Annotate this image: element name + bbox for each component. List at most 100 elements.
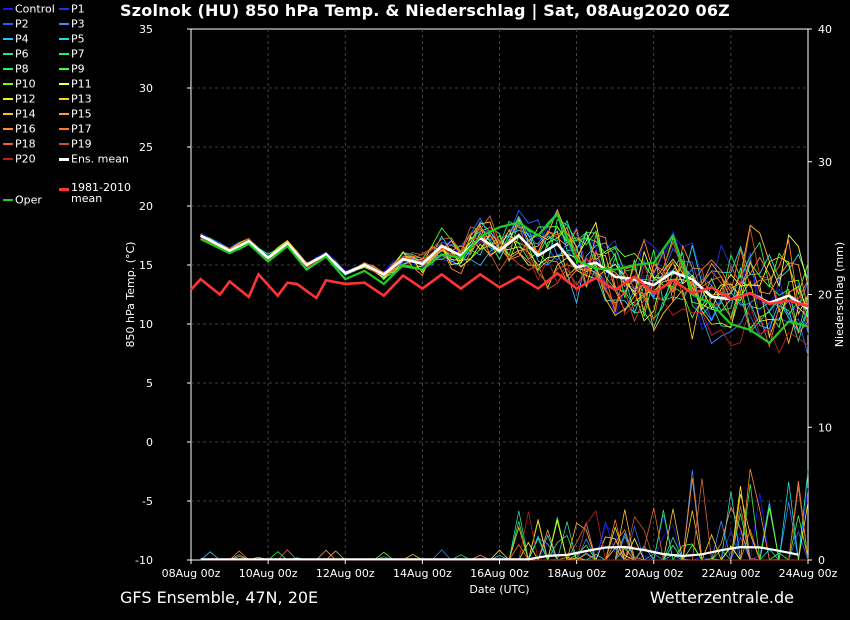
y-tick-label: 15 [139, 259, 153, 272]
x-tick-label: 12Aug 00z [316, 567, 375, 580]
legend-swatch [59, 83, 69, 85]
legend-label: Oper [15, 193, 42, 207]
legend-swatch [3, 83, 13, 85]
legend-label: P5 [71, 32, 85, 46]
legend-swatch [59, 53, 69, 55]
legend-label: P12 [15, 92, 36, 106]
legend-item: P19 [59, 137, 92, 151]
legend-swatch [3, 53, 13, 55]
legend-swatch [59, 68, 69, 70]
legend-swatch [3, 98, 13, 100]
legend-label: P17 [71, 122, 92, 136]
legend-item: P8 [3, 62, 29, 76]
legend-item: P5 [59, 32, 85, 46]
legend-swatch [3, 143, 13, 145]
legend-label: P11 [71, 77, 92, 91]
legend-label: P9 [71, 62, 85, 76]
series-line [190, 271, 809, 308]
y-axis-label: 850 hPa Temp. (°C) [124, 242, 137, 348]
legend-item: P10 [3, 77, 36, 91]
legend-label: P16 [15, 122, 36, 136]
legend-swatch [59, 23, 69, 25]
legend-label: P7 [71, 47, 85, 61]
legend-swatch [59, 8, 69, 10]
legend-item: Oper [3, 193, 42, 207]
y2-tick-label: 10 [818, 421, 832, 434]
legend-label: P10 [15, 77, 36, 91]
legend-swatch [59, 157, 69, 161]
model-label: GFS Ensemble, 47N, 20E [120, 588, 319, 607]
legend-swatch [3, 113, 13, 115]
x-tick-label: 22Aug 00z [702, 567, 761, 580]
y2-tick-label: 20 [818, 289, 832, 302]
legend-item: P3 [59, 17, 85, 31]
legend-label: P15 [71, 107, 92, 121]
legend-label: P6 [15, 47, 29, 61]
y2-tick-label: 30 [818, 156, 832, 169]
y-tick-label: -10 [135, 554, 153, 567]
legend-label: P3 [71, 17, 85, 31]
x-tick-label: 24Aug 00z [779, 567, 838, 580]
legend-item: P16 [3, 122, 36, 136]
legend-swatch [59, 113, 69, 115]
legend-label: P8 [15, 62, 29, 76]
x-tick-label: 18Aug 00z [547, 567, 606, 580]
legend-label: P1 [71, 2, 85, 16]
legend-label: P13 [71, 92, 92, 106]
axis-ticks: 35 30 25 20 15 10 5 0 -5 -10 40 30 20 10 0 08Aug 00z 10A… [135, 23, 838, 580]
y-tick-label: 0 [146, 436, 153, 449]
y-axis-label-right: Niederschlag (mm) [833, 242, 846, 347]
x-tick-label: 20Aug 00z [624, 567, 683, 580]
x-axis-label: Date (UTC) [469, 583, 529, 596]
legend-item: Ens. mean [59, 152, 129, 166]
x-tick-label: 14Aug 00z [393, 567, 452, 580]
x-tick-label: 10Aug 00z [239, 567, 298, 580]
legend-item: P18 [3, 137, 36, 151]
legend-label: P2 [15, 17, 29, 31]
legend-item: P9 [59, 62, 85, 76]
series-line [200, 212, 809, 345]
legend-swatch [3, 128, 13, 130]
legend-item: P11 [59, 77, 92, 91]
legend-item: P2 [3, 17, 29, 31]
y-tick-label: -5 [142, 495, 153, 508]
series-lines [190, 212, 809, 561]
legend-label: P18 [15, 137, 36, 151]
y-tick-label: 10 [139, 318, 153, 331]
y-tick-label: 5 [146, 377, 153, 390]
legend-label: P14 [15, 107, 36, 121]
y2-tick-label: 0 [818, 554, 825, 567]
legend-item: P15 [59, 107, 92, 121]
legend-swatch [3, 8, 13, 10]
legend-item: P13 [59, 92, 92, 106]
y-tick-label: 25 [139, 141, 153, 154]
legend-item: P7 [59, 47, 85, 61]
legend-item: P14 [3, 107, 36, 121]
legend-swatch [59, 98, 69, 100]
legend-swatch [59, 38, 69, 40]
mean-precip-line [200, 545, 799, 561]
legend-swatch [3, 23, 13, 25]
legend-swatch [3, 158, 13, 160]
legend-item: P6 [3, 47, 29, 61]
legend-item: P1 [59, 2, 85, 16]
legend-label: 1981-2010 mean [71, 181, 131, 205]
legend-item: P12 [3, 92, 36, 106]
legend-item: P20 [3, 152, 36, 166]
y2-tick-label: 40 [818, 23, 832, 36]
x-tick-label: 16Aug 00z [470, 567, 529, 580]
legend-swatch [3, 68, 13, 70]
legend-swatch [59, 187, 69, 191]
y-tick-label: 20 [139, 200, 153, 213]
legend-label: P4 [15, 32, 29, 46]
chart-title: Szolnok (HU) 850 hPa Temp. & Niederschla… [120, 1, 730, 20]
legend-swatch [3, 38, 13, 40]
legend-swatch [3, 199, 13, 201]
legend: Control P1 P2 P3 P4 P5 P6 P7 P8 P9 P10 P11 P12 P13 P14… [0, 2, 135, 222]
site-label: Wetterzentrale.de [649, 588, 794, 607]
legend-label: P19 [71, 137, 92, 151]
legend-item: 1981-2010 mean [59, 182, 141, 204]
legend-item: P17 [59, 122, 92, 136]
series-line [199, 233, 809, 310]
legend-swatch [59, 143, 69, 145]
